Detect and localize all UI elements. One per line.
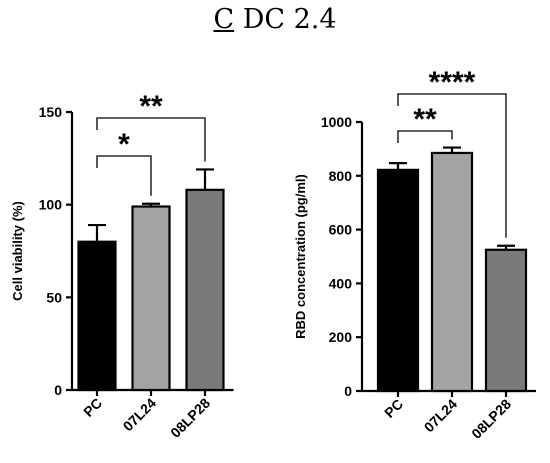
y-tick-label: 0 (344, 383, 352, 399)
y-tick-label: 1000 (321, 114, 352, 130)
bar-PC (376, 168, 420, 393)
chart-1: 0 50 100 150 Cell viability (%) PC 07L24 08LP28… (10, 90, 234, 441)
y-axis-title: Cell viability (%) (10, 201, 25, 301)
category-label: 08LP28 (167, 395, 213, 441)
figure-title-text: DC 2.4 (234, 4, 337, 35)
y-tick-label: 100 (39, 197, 63, 213)
y-tick-label: 400 (329, 275, 353, 291)
y-tick-label: 50 (46, 289, 62, 305)
y-tick-label: 200 (329, 329, 353, 345)
category-label: 07L24 (421, 396, 461, 436)
bar-PC (77, 240, 117, 392)
significance-bracket (397, 93, 507, 238)
significance-bracket (96, 155, 152, 196)
y-tick-label: 800 (329, 168, 353, 184)
bar-07L24 (131, 205, 171, 392)
y-tick-label: 600 (329, 222, 353, 238)
significance-bracket (96, 117, 206, 162)
chart-2: 0 200 400 600 800 1000 RBD concentration (pg/m… (293, 66, 536, 442)
category-label: PC (381, 396, 406, 421)
significance-bracket (397, 130, 453, 143)
figure-title: C DC 2.4 (0, 4, 550, 35)
category-label: 08LP28 (468, 396, 514, 442)
bar-08LP28 (185, 188, 225, 392)
significance-label: * (118, 128, 130, 161)
panel-letter: C (213, 4, 235, 35)
y-tick-label: 150 (39, 104, 63, 120)
significance-label: **** (429, 66, 476, 99)
category-label: 07L24 (120, 395, 160, 435)
category-label: PC (80, 395, 105, 420)
bar-08LP28 (484, 248, 528, 393)
significance-label: ** (413, 103, 437, 136)
y-tick-label: 0 (54, 382, 62, 398)
significance-label: ** (139, 90, 163, 123)
y-axis-title: RBD concentration (pg/ml) (293, 174, 308, 339)
bar-07L24 (430, 151, 474, 393)
